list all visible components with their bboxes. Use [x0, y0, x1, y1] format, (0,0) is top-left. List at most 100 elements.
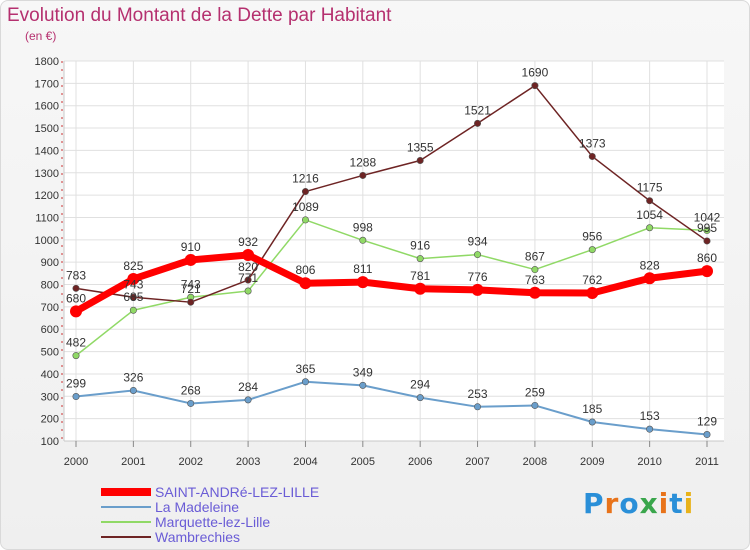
logo-letter: i	[658, 487, 670, 520]
data-label-saint-andr-lez-lille: 680	[66, 291, 86, 305]
data-label-saint-andr-lez-lille: 762	[582, 273, 602, 287]
legend-label: SAINT-ANDRé-LEZ-LILLE	[155, 484, 320, 500]
legend-swatch	[101, 536, 151, 538]
data-point-la-madeleine	[72, 393, 80, 401]
y-tick-label: 1100	[35, 212, 59, 224]
data-point-saint-andr-lez-lille	[528, 286, 541, 299]
data-point-marquette-lez-lille	[359, 236, 367, 244]
data-point-wambrechies	[531, 82, 539, 90]
legend-item: Marquette-lez-Lille	[101, 514, 441, 530]
legend-item: La Madeleine	[101, 499, 441, 515]
logo-letter: o	[619, 487, 640, 520]
logo-letter: r	[604, 487, 620, 520]
data-label-la-madeleine: 259	[525, 385, 545, 399]
y-tick-label: 900	[41, 257, 59, 269]
data-label-saint-andr-lez-lille: 860	[697, 251, 717, 265]
logo-letter: i	[683, 487, 695, 520]
series-line-wambrechies	[75, 84, 708, 303]
data-point-marquette-lez-lille	[129, 306, 137, 314]
data-label-saint-andr-lez-lille: 828	[640, 258, 660, 272]
data-point-marquette-lez-lille	[588, 246, 596, 254]
y-tick-label: 1400	[35, 145, 59, 157]
data-label-la-madeleine: 349	[353, 365, 373, 379]
x-tick-label: 2010	[637, 456, 661, 468]
y-tick-label: 100	[41, 436, 59, 448]
data-point-saint-andr-lez-lille	[184, 253, 197, 266]
data-label-marquette-lez-lille: 743	[181, 277, 201, 291]
data-point-wambrechies	[72, 284, 80, 292]
x-tick-label: 2000	[64, 456, 88, 468]
series-line-marquette-lez-lille	[75, 219, 708, 357]
y-tick-label: 1000	[35, 235, 59, 247]
data-label-la-madeleine: 253	[468, 387, 488, 401]
x-tick-label: 2011	[695, 456, 719, 468]
data-point-saint-andr-lez-lille	[471, 283, 484, 296]
data-point-la-madeleine	[301, 378, 309, 386]
data-label-marquette-lez-lille: 934	[468, 235, 488, 249]
series-line-saint-andr-lez-lille	[74, 251, 708, 315]
data-label-saint-andr-lez-lille: 781	[410, 269, 430, 283]
data-point-saint-andr-lez-lille	[70, 305, 82, 318]
data-point-saint-andr-lez-lille	[643, 272, 656, 285]
data-label-wambrechies: 1216	[292, 172, 319, 186]
data-label-la-madeleine: 284	[238, 380, 258, 394]
data-point-la-madeleine	[359, 381, 367, 389]
data-label-marquette-lez-lille: 998	[353, 220, 373, 234]
data-label-saint-andr-lez-lille: 776	[468, 270, 488, 284]
data-label-la-madeleine: 268	[181, 383, 201, 397]
data-label-la-madeleine: 185	[582, 402, 602, 416]
data-label-saint-andr-lez-lille: 910	[181, 240, 201, 254]
data-label-wambrechies: 820	[238, 260, 258, 274]
data-label-la-madeleine: 153	[640, 409, 660, 423]
data-point-saint-andr-lez-lille	[701, 265, 713, 278]
x-tick-label: 2008	[523, 456, 547, 468]
data-label-wambrechies: 721	[181, 282, 201, 296]
data-label-marquette-lez-lille: 482	[66, 336, 86, 350]
logo-letter: x	[639, 487, 659, 520]
x-tick-label: 2009	[580, 456, 604, 468]
y-tick-label: 1700	[35, 78, 59, 90]
legend-swatch	[101, 521, 151, 523]
legend-item: SAINT-ANDRé-LEZ-LILLE	[101, 484, 441, 500]
x-tick-label: 2006	[408, 456, 432, 468]
data-label-marquette-lez-lille: 1054	[636, 208, 663, 222]
x-tick-label: 2004	[293, 456, 317, 468]
data-point-marquette-lez-lille	[244, 287, 252, 295]
chart-title: Evolution du Montant de la Dette par Hab…	[7, 5, 392, 26]
y-tick-label: 500	[41, 347, 59, 359]
x-tick-label: 2001	[121, 456, 145, 468]
data-point-wambrechies	[588, 152, 596, 160]
y-tick-label: 200	[41, 414, 59, 426]
y-tick-label: 1300	[35, 168, 59, 180]
data-label-marquette-lez-lille: 916	[410, 239, 430, 253]
y-tick-label: 400	[41, 369, 59, 381]
legend-label: Marquette-lez-Lille	[155, 514, 271, 530]
data-point-saint-andr-lez-lille	[242, 249, 255, 262]
data-point-marquette-lez-lille	[301, 216, 309, 224]
chart-subtitle: (en €)	[25, 29, 57, 43]
data-label-wambrechies: 1373	[579, 136, 606, 150]
data-label-wambrechies: 743	[123, 277, 143, 291]
data-label-wambrechies: 1175	[637, 181, 663, 195]
data-point-la-madeleine	[703, 431, 711, 439]
data-point-wambrechies	[301, 188, 309, 196]
y-tick-label: 1500	[35, 123, 59, 135]
y-tick-label: 800	[41, 280, 59, 292]
x-tick-label: 2005	[351, 456, 375, 468]
y-tick-label: 700	[41, 302, 59, 314]
data-label-marquette-lez-lille: 956	[582, 230, 602, 244]
data-label-saint-andr-lez-lille: 763	[525, 273, 545, 287]
data-point-la-madeleine	[416, 394, 424, 402]
data-label-wambrechies: 783	[66, 268, 86, 282]
data-label-la-madeleine: 129	[697, 415, 717, 429]
x-tick-label: 2002	[178, 456, 202, 468]
data-label-saint-andr-lez-lille: 932	[238, 235, 258, 249]
data-label-marquette-lez-lille: 1089	[292, 200, 319, 214]
legend-swatch	[101, 506, 151, 508]
data-label-wambrechies: 1355	[407, 140, 434, 154]
data-point-marquette-lez-lille	[416, 255, 424, 263]
data-point-wambrechies	[416, 156, 424, 164]
data-point-la-madeleine	[474, 403, 482, 411]
y-tick-label: 1600	[35, 101, 59, 113]
